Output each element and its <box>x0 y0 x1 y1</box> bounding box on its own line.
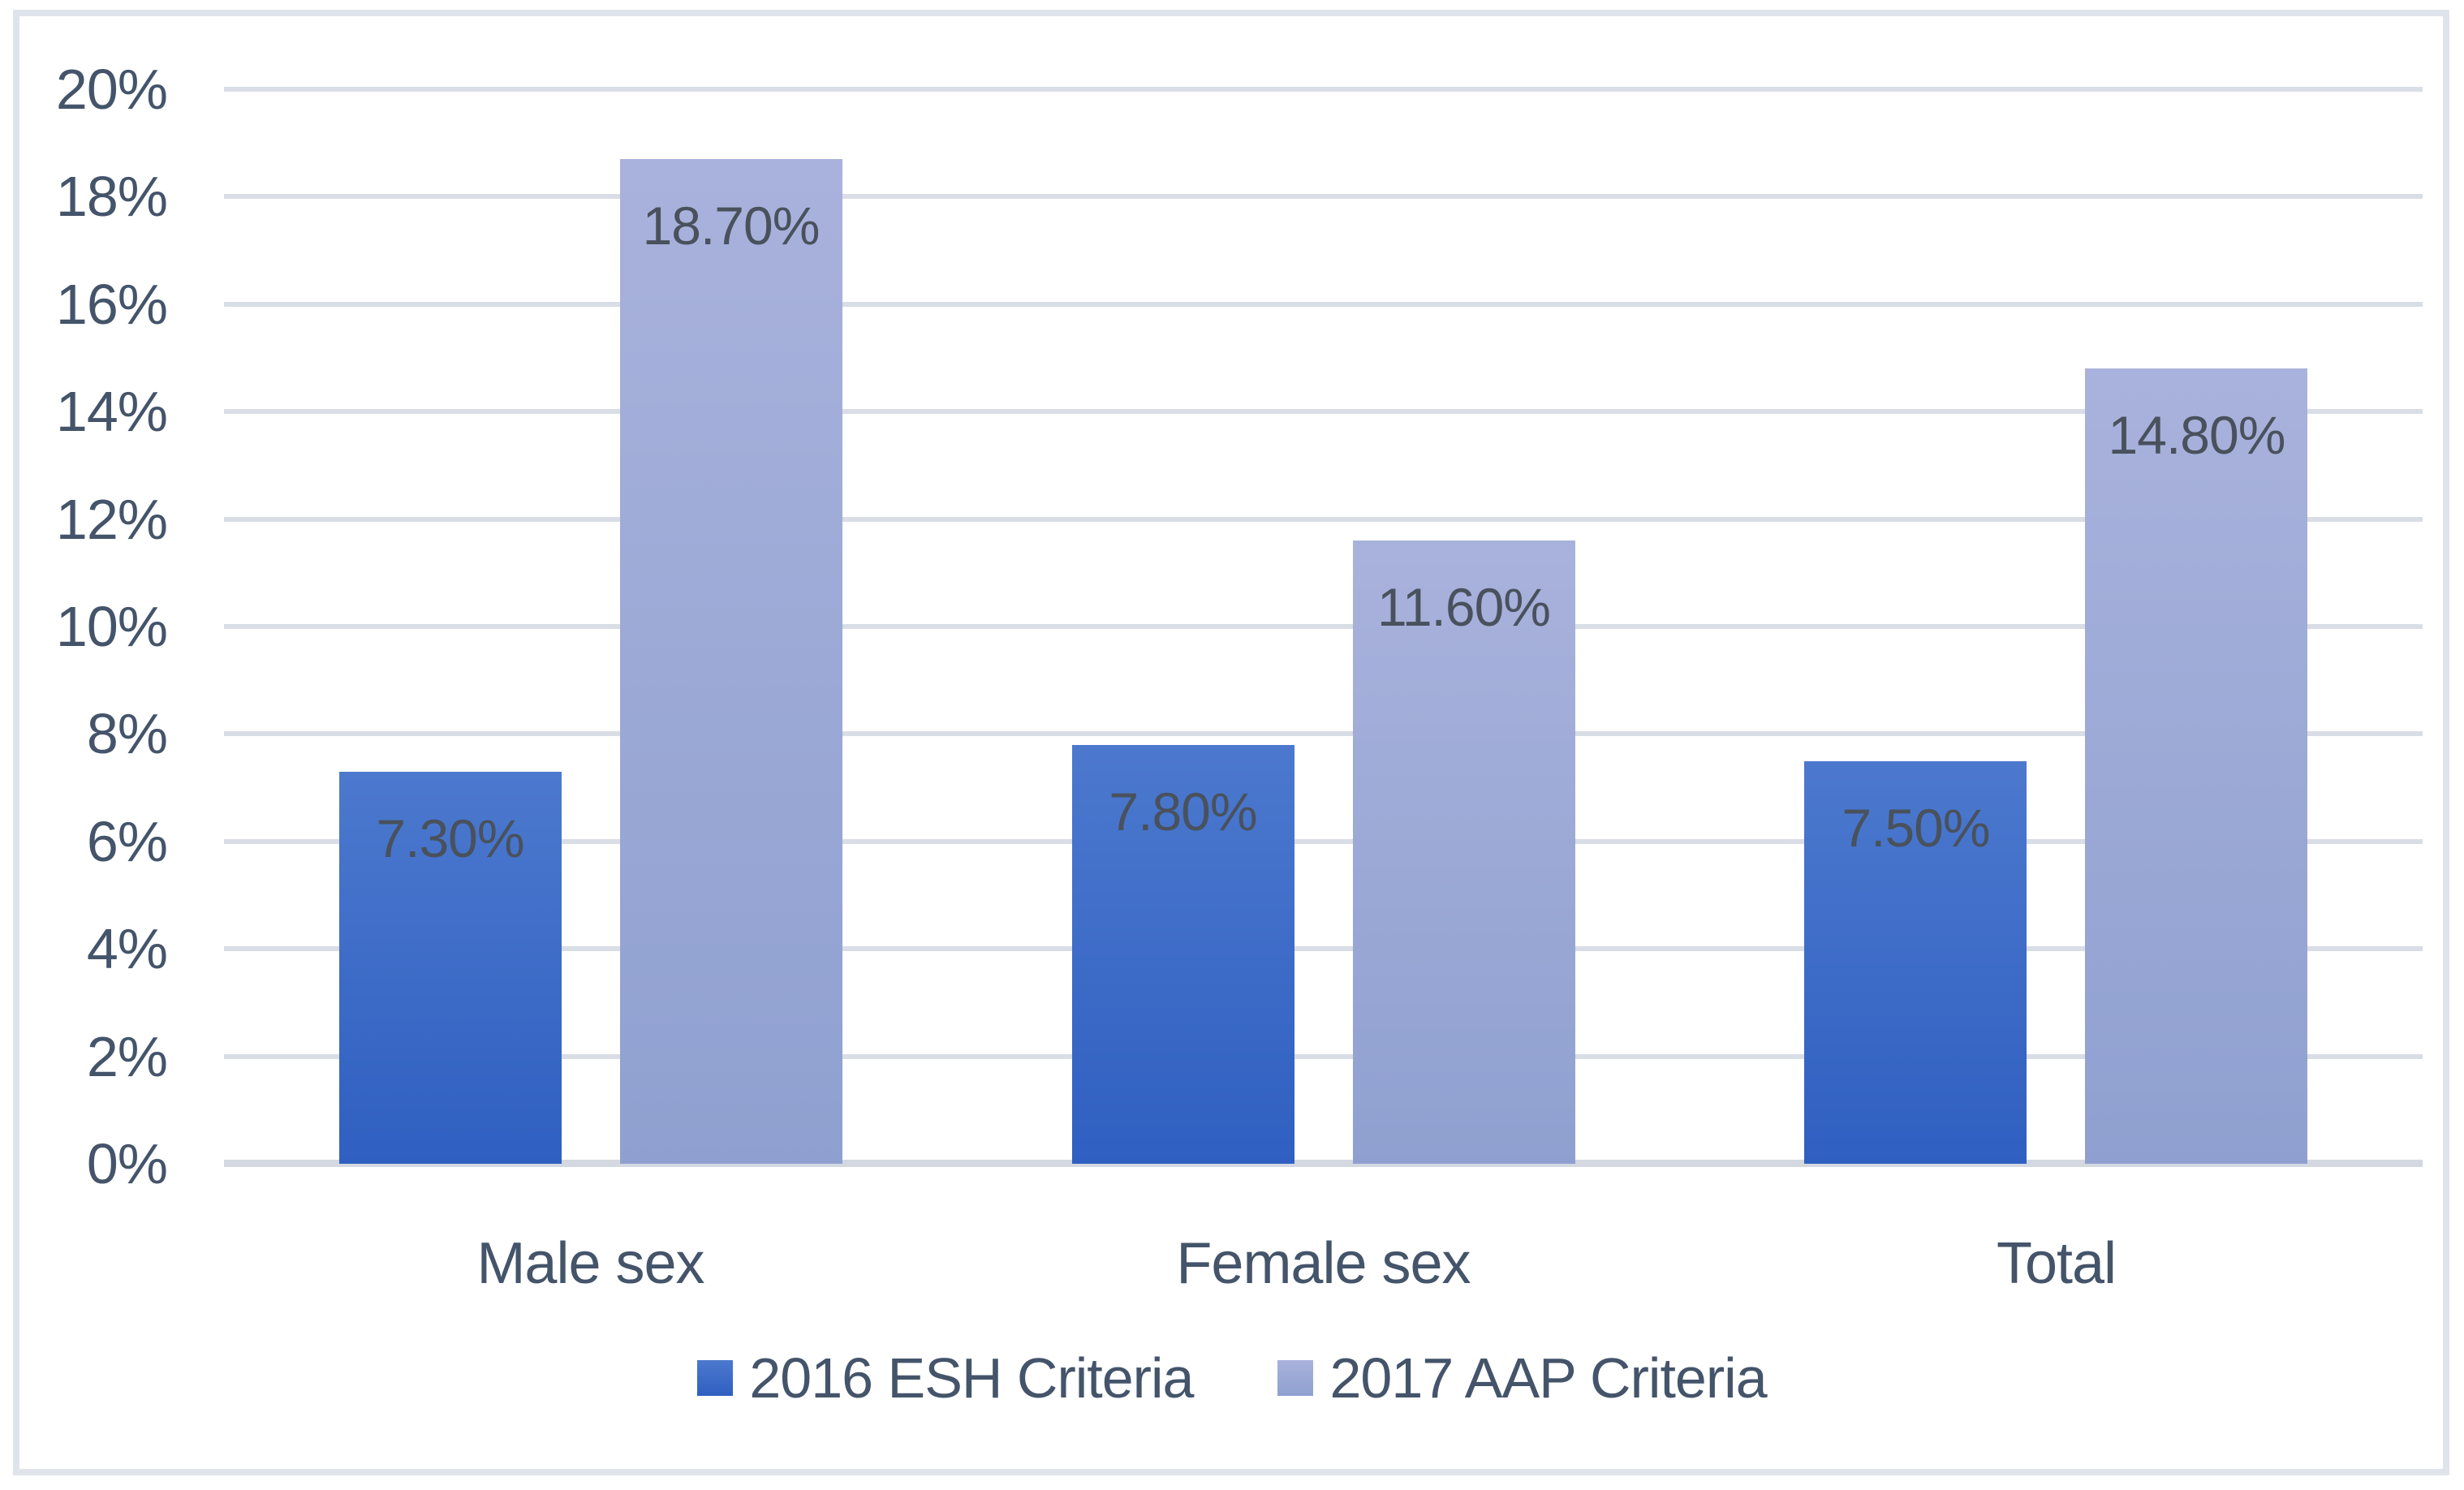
bar-value-label: 7.80% <box>1109 781 1257 842</box>
plot-area: 7.30% 18.70% 7.80% 11.60% 7.50% 14.80% <box>224 87 2423 1167</box>
gridline <box>224 731 2423 737</box>
gridline <box>224 946 2423 952</box>
gridline <box>224 409 2423 415</box>
bar-group-male: 7.30% 18.70% <box>338 89 842 1164</box>
y-axis-tick-label: 8% <box>86 702 168 766</box>
gridline <box>224 1053 2423 1059</box>
bar-group-total: 7.50% 14.80% <box>1804 89 2308 1164</box>
bar-value-label: 7.30% <box>376 807 524 868</box>
gridline <box>224 194 2423 200</box>
y-axis-tick-label: 16% <box>55 272 168 336</box>
gridline <box>224 516 2423 522</box>
y-axis-tick-label: 12% <box>55 487 168 551</box>
y-axis-labels: 0% 2% 4% 6% 8% 10% 12% 14% 16% 18% 20% <box>0 61 168 1192</box>
bar-male-2016-esh: 7.30% <box>338 771 562 1164</box>
category-label-female: Female sex <box>1176 1231 1471 1296</box>
x-axis-labels: Male sex Female sex Total <box>224 1227 2423 1305</box>
bar-value-label: 14.80% <box>2108 405 2286 466</box>
y-axis-tick-label: 4% <box>86 917 168 981</box>
y-axis-tick-label: 6% <box>86 809 168 873</box>
bar-value-label: 7.50% <box>1842 797 1990 858</box>
legend-entry-2017-aap: 2017 AAP Criteria <box>1277 1346 1768 1410</box>
y-axis-tick-label: 14% <box>55 380 168 444</box>
chart-border-frame <box>13 10 2449 1475</box>
y-axis-tick-label: 18% <box>55 165 168 229</box>
category-label-male: Male sex <box>476 1231 704 1296</box>
y-axis-tick-label: 0% <box>86 1132 168 1195</box>
gridline <box>224 301 2423 307</box>
gridline <box>224 838 2423 844</box>
legend: 2016 ESH Criteria 2017 AAP Criteria <box>0 1341 2464 1415</box>
y-axis-tick-label: 20% <box>55 58 168 121</box>
legend-swatch-2016-esh <box>697 1360 734 1396</box>
x-axis-line <box>224 1160 2423 1167</box>
bar-total-2016-esh: 7.50% <box>1804 760 2027 1164</box>
bar-value-label: 18.70% <box>642 196 821 256</box>
legend-label: 2016 ESH Criteria <box>749 1346 1194 1410</box>
y-axis-tick-label: 2% <box>86 1024 168 1088</box>
y-axis-tick-label: 10% <box>55 595 168 658</box>
bar-female-2016-esh: 7.80% <box>1071 744 1294 1164</box>
gridline <box>224 87 2423 92</box>
category-label-total: Total <box>1996 1231 2117 1296</box>
gridline <box>224 624 2423 629</box>
bar-female-2017-aap: 11.60% <box>1352 540 1575 1164</box>
legend-label: 2017 AAP Criteria <box>1329 1346 1767 1410</box>
bar-total-2017-aap: 14.80% <box>2085 368 2308 1164</box>
bar-male-2017-aap: 18.70% <box>619 159 842 1164</box>
legend-swatch-2017-aap <box>1277 1360 1314 1396</box>
legend-entry-2016-esh: 2016 ESH Criteria <box>697 1346 1194 1410</box>
bar-value-label: 11.60% <box>1377 577 1551 638</box>
bar-group-female: 7.80% 11.60% <box>1071 89 1575 1164</box>
